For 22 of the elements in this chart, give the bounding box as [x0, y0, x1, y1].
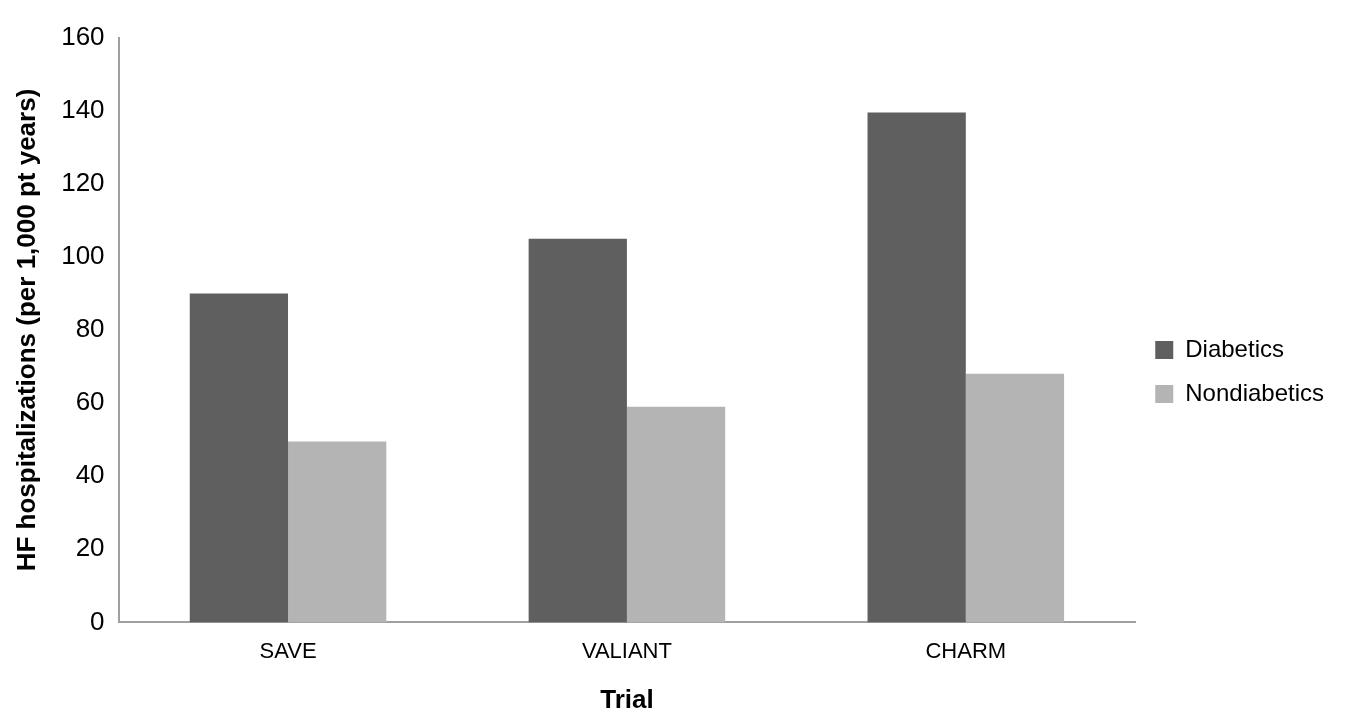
x-tick-label: VALIANT: [581, 637, 672, 663]
bar: [288, 441, 387, 623]
y-tick-label: 120: [61, 166, 105, 197]
legend-label: Diabetics: [1185, 334, 1284, 362]
legend-label: Nondiabetics: [1185, 378, 1324, 406]
x-axis-title: Trial: [600, 683, 654, 714]
bar: [626, 406, 726, 623]
y-tick-label: 20: [75, 532, 105, 563]
x-tick-label: SAVE: [259, 637, 317, 663]
y-tick-label: 100: [61, 240, 105, 271]
y-tick-label: 40: [75, 459, 105, 490]
y-tick-label: 80: [75, 313, 105, 344]
bar: [528, 238, 627, 623]
y-tick-label: 140: [61, 93, 105, 124]
y-tick-label: 60: [75, 386, 105, 417]
x-tick-label: CHARM: [925, 637, 1007, 663]
y-axis-title: HF hospitalizations (per 1,000 pt years): [10, 88, 41, 572]
bar: [867, 112, 966, 623]
bar: [965, 373, 1065, 623]
bar: [189, 293, 289, 623]
y-tick-label: 160: [61, 20, 105, 51]
y-tick-label: 0: [90, 605, 105, 636]
